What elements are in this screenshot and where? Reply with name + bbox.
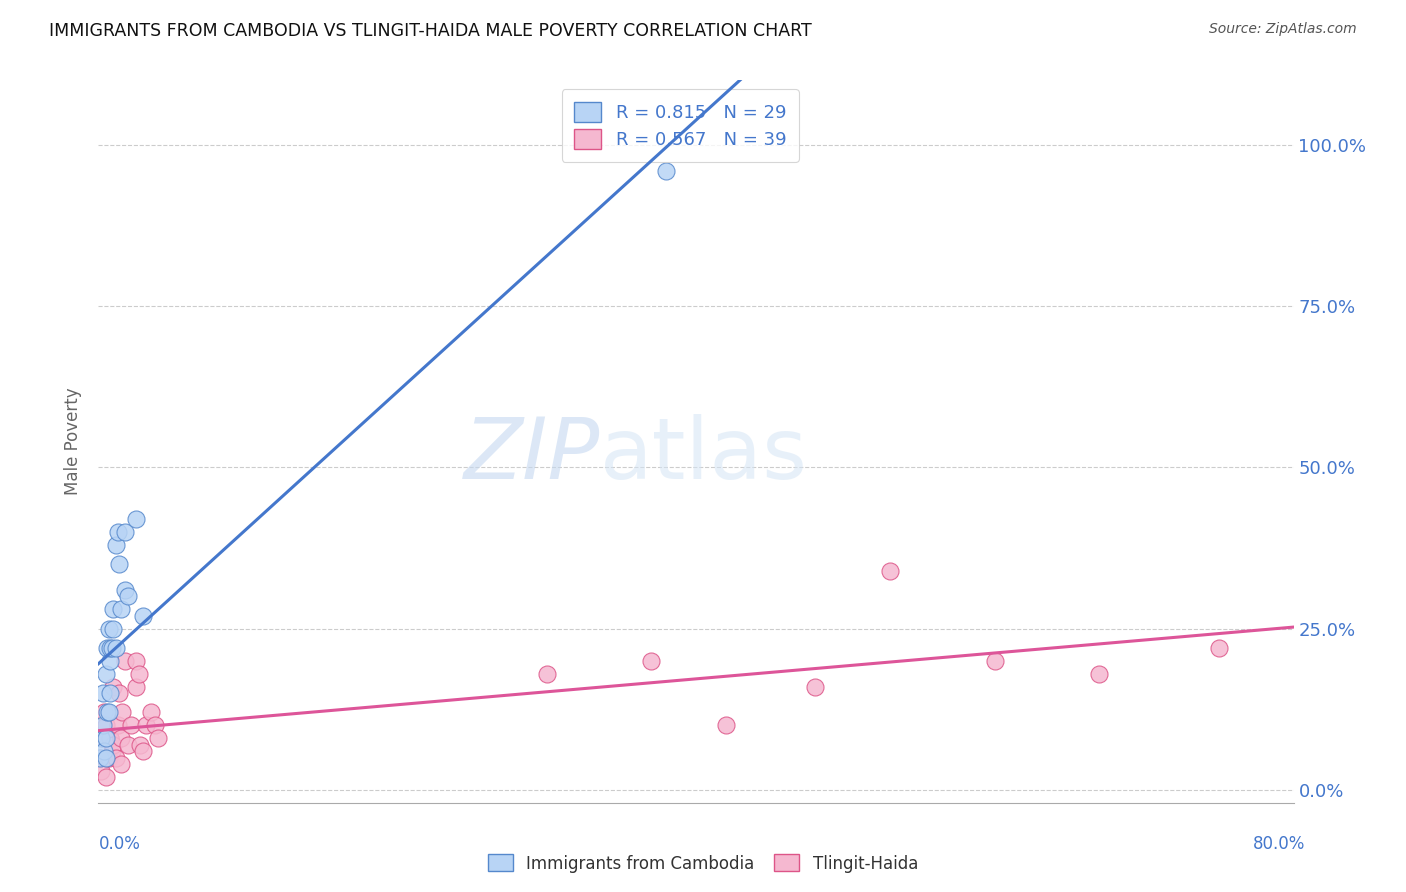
Text: IMMIGRANTS FROM CAMBODIA VS TLINGIT-HAIDA MALE POVERTY CORRELATION CHART: IMMIGRANTS FROM CAMBODIA VS TLINGIT-HAID… xyxy=(49,22,811,40)
Point xyxy=(97,750,120,764)
Point xyxy=(105,640,128,655)
Point xyxy=(139,706,162,720)
Point xyxy=(132,608,155,623)
Point xyxy=(114,524,136,539)
Point xyxy=(110,731,132,746)
Point xyxy=(96,706,118,720)
Point xyxy=(94,718,117,732)
Point xyxy=(128,666,150,681)
Text: 0.0%: 0.0% xyxy=(98,835,141,853)
Text: 80.0%: 80.0% xyxy=(1253,835,1305,853)
Point xyxy=(93,744,115,758)
Point xyxy=(117,738,139,752)
Point xyxy=(98,731,122,746)
Point xyxy=(640,654,662,668)
Point xyxy=(143,718,166,732)
Point xyxy=(97,622,120,636)
Legend: Immigrants from Cambodia, Tlingit-Haida: Immigrants from Cambodia, Tlingit-Haida xyxy=(481,847,925,880)
Point xyxy=(103,738,125,752)
Point xyxy=(125,654,148,668)
Point xyxy=(94,770,117,784)
Text: Source: ZipAtlas.com: Source: ZipAtlas.com xyxy=(1209,22,1357,37)
Point xyxy=(129,738,152,752)
Point xyxy=(97,706,120,720)
Point xyxy=(91,718,114,732)
Point xyxy=(90,731,112,746)
Legend: R = 0.815   N = 29, R = 0.567   N = 39: R = 0.815 N = 29, R = 0.567 N = 39 xyxy=(561,89,799,161)
Point xyxy=(103,622,125,636)
Point xyxy=(114,654,136,668)
Point xyxy=(94,731,117,746)
Point xyxy=(105,750,128,764)
Point xyxy=(94,666,117,681)
Point xyxy=(111,706,134,720)
Point xyxy=(107,718,129,732)
Point xyxy=(91,731,114,746)
Point xyxy=(120,718,142,732)
Point xyxy=(110,602,132,616)
Y-axis label: Male Poverty: Male Poverty xyxy=(65,388,83,495)
Point xyxy=(98,640,122,655)
Point xyxy=(103,602,125,616)
Point xyxy=(101,744,124,758)
Point xyxy=(1208,640,1230,655)
Point xyxy=(879,564,901,578)
Text: ZIP: ZIP xyxy=(464,415,600,498)
Point xyxy=(93,706,115,720)
Point xyxy=(1088,666,1111,681)
Point xyxy=(98,654,122,668)
Point xyxy=(114,582,136,597)
Point xyxy=(984,654,1007,668)
Point xyxy=(148,731,170,746)
Point xyxy=(135,718,157,732)
Point xyxy=(107,524,129,539)
Point xyxy=(91,686,114,700)
Point xyxy=(125,512,148,526)
Point xyxy=(117,590,139,604)
Point xyxy=(96,640,118,655)
Point xyxy=(110,757,132,772)
Point xyxy=(804,680,827,694)
Point xyxy=(98,731,122,746)
Point xyxy=(89,750,111,764)
Point xyxy=(105,538,128,552)
Point xyxy=(103,680,125,694)
Point xyxy=(536,666,558,681)
Point xyxy=(108,557,131,571)
Point xyxy=(125,680,148,694)
Point xyxy=(132,744,155,758)
Point xyxy=(101,640,124,655)
Text: atlas: atlas xyxy=(600,415,808,498)
Point xyxy=(90,764,112,778)
Point xyxy=(108,686,131,700)
Point xyxy=(98,686,122,700)
Point xyxy=(96,750,118,764)
Point xyxy=(714,718,737,732)
Point xyxy=(655,163,678,178)
Point xyxy=(94,750,117,764)
Point xyxy=(89,750,111,764)
